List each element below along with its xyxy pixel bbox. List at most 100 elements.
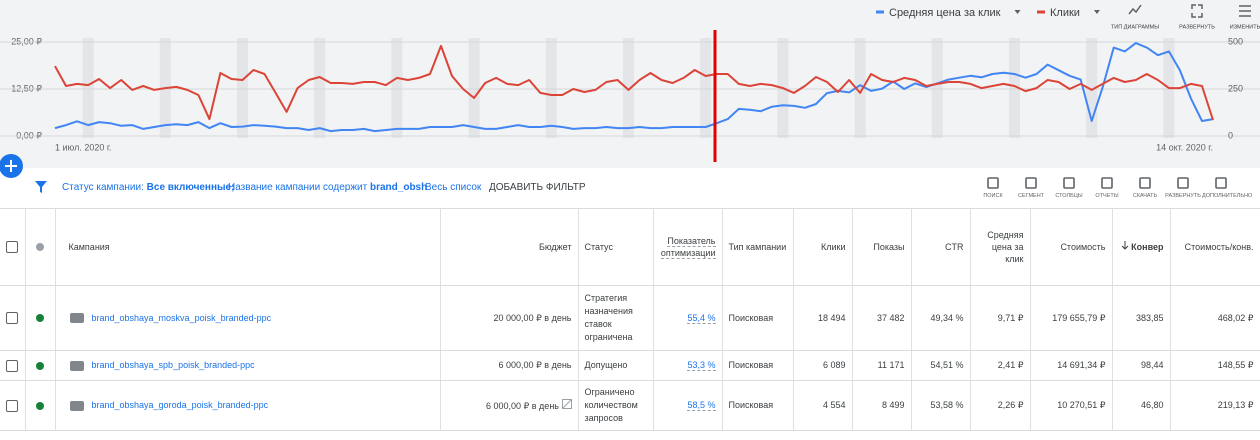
header-label: Клики xyxy=(821,242,846,252)
checkbox[interactable] xyxy=(6,312,19,324)
weekend-stripe xyxy=(931,38,943,138)
campaign-link[interactable]: brand_obshaya_goroda_poisk_branded-ppc xyxy=(91,400,269,410)
status-dot xyxy=(36,401,44,410)
cell-text: Стратегия назначения ставок ограничена xyxy=(584,293,633,342)
add-button[interactable] xyxy=(0,153,26,181)
tool-icon[interactable] xyxy=(1128,4,1142,15)
x-tick-label: 1 июл. 2020 г. xyxy=(55,142,112,152)
weekend-stripe xyxy=(545,38,557,138)
cell-text: 4 554 xyxy=(822,400,846,410)
status-dot xyxy=(36,361,44,370)
table-cell: 49,34 % xyxy=(911,285,971,351)
cell-text: 219,13 ₽ xyxy=(1217,400,1254,410)
header-label: Средняя цена за клик xyxy=(987,230,1024,264)
filter-bar: Статус кампании: Все включенные; Названи… xyxy=(0,168,1260,209)
checkbox[interactable] xyxy=(6,399,19,412)
row-status-cell xyxy=(25,380,56,431)
checkbox[interactable] xyxy=(6,241,19,253)
filter-name[interactable]: Название кампании содержит brand_obsh xyxy=(228,182,427,193)
toolbar-button[interactable]: РАЗВЕРНУТЬ xyxy=(1164,174,1202,199)
table-cell: 54,51 % xyxy=(911,350,971,381)
y-tick-label: 0,00 ₽ xyxy=(16,130,42,140)
table-cell: 6 089 xyxy=(793,350,853,381)
toolbar-button[interactable]: СТОЛБЦЫ xyxy=(1050,174,1088,199)
weekend-stripe xyxy=(700,38,712,138)
legend-dropdown[interactable] xyxy=(1093,10,1100,14)
toolbar-label: ПОИСК xyxy=(983,193,1003,199)
cell-text: 20 000,00 ₽ в день xyxy=(493,312,572,323)
cell-text: 54,51 % xyxy=(930,360,964,370)
cell-text: 9,71 ₽ xyxy=(997,312,1024,323)
header-cell[interactable]: Средняя цена за клик xyxy=(970,209,1031,286)
toolbar-icon xyxy=(1063,177,1075,189)
weekend-stripe xyxy=(391,38,403,138)
cell-text: 49,34 % xyxy=(930,312,964,323)
filter-list[interactable]: Весь список xyxy=(425,182,482,193)
y2-tick-label: 0 xyxy=(1228,130,1233,140)
table-cell: brand_obshaya_moskva_poisk_branded-ppc xyxy=(55,285,441,351)
search-icon xyxy=(69,360,84,371)
y-tick-label: 12,50 ₽ xyxy=(11,83,42,93)
legend-dropdown[interactable] xyxy=(1014,10,1021,14)
weekend-stripe xyxy=(1008,38,1020,138)
toolbar-button[interactable]: ПОИСК xyxy=(974,174,1012,199)
cell-text: 11 171 xyxy=(877,360,905,370)
add-filter-button[interactable]: ДОБАВИТЬ ФИЛЬТР xyxy=(489,182,586,193)
header-label: Бюджет xyxy=(538,242,572,252)
header-cell[interactable]: Тип кампании xyxy=(722,209,794,286)
table-cell: 37 482 xyxy=(852,285,912,351)
header-label: Конвер xyxy=(1131,242,1164,252)
cell-text: 53,58 % xyxy=(930,400,964,410)
header-cell[interactable]: Бюджет xyxy=(440,209,579,286)
toolbar-button[interactable]: СКАЧАТЬ xyxy=(1126,174,1164,199)
checkbox[interactable] xyxy=(6,359,19,372)
legend-label[interactable]: Средняя цена за клик xyxy=(889,7,1001,19)
campaign-link[interactable]: brand_obshaya_moskva_poisk_branded-ppc xyxy=(91,312,272,323)
header-cell[interactable]: Показы xyxy=(852,209,912,286)
header-cell[interactable]: Статус xyxy=(578,209,654,286)
cell-text: Допущено xyxy=(584,360,628,370)
toolbar-icon xyxy=(1177,177,1189,189)
filter-value: brand_obsh xyxy=(370,182,428,193)
optimization-score[interactable]: 58,5 % xyxy=(687,400,716,411)
toolbar-icon xyxy=(1025,177,1037,189)
toolbar-button[interactable]: ОТЧЕТЫ xyxy=(1088,174,1126,199)
row-status-cell xyxy=(25,350,56,381)
toolbar-label: РАЗВЕРНУТЬ xyxy=(1165,193,1201,199)
filter-icon[interactable] xyxy=(35,181,47,193)
status-dot xyxy=(36,314,44,322)
toolbar-button[interactable]: ДОПОЛНИТЕЛЬНО xyxy=(1202,174,1252,199)
header-cell[interactable]: Клики xyxy=(793,209,853,286)
optimization-score[interactable]: 55,4 % xyxy=(687,312,716,324)
tool-label: ТИП ДИАГРАММЫ xyxy=(1111,24,1159,30)
row-checkbox-cell xyxy=(0,350,26,381)
header-cell[interactable]: Показатель оптимизации xyxy=(653,209,723,286)
header-cell[interactable]: Кампания xyxy=(55,209,441,286)
row-checkbox-cell xyxy=(0,380,26,431)
table-cell: 10 270,51 ₽ xyxy=(1030,380,1113,431)
filter-status[interactable]: Статус кампании: Все включенные; xyxy=(62,182,234,193)
header-label: Кампания xyxy=(68,242,110,252)
header-cell[interactable]: CTR xyxy=(911,209,971,286)
header-cell xyxy=(0,209,26,286)
tool-label: РАЗВЕРНУТЬ xyxy=(1179,24,1215,30)
legend-label[interactable]: Клики xyxy=(1050,7,1080,19)
header-label: Показы xyxy=(873,242,905,252)
status-dot xyxy=(36,243,44,251)
toolbar-button[interactable]: СЕГМЕНТ xyxy=(1012,174,1050,199)
table-cell: 148,55 ₽ xyxy=(1170,350,1260,381)
tool-icon[interactable] xyxy=(1191,4,1203,18)
header-cell[interactable]: Конвер xyxy=(1112,209,1171,286)
tool-icon[interactable] xyxy=(1239,5,1251,17)
filter-label: Название кампании содержит xyxy=(228,182,368,193)
optimization-score[interactable]: 53,3 % xyxy=(687,360,716,371)
table-row: brand_obshaya_spb_poisk_branded-ppc 6 000… xyxy=(0,350,1260,381)
table-cell: Поисковая xyxy=(722,285,794,351)
campaign-link[interactable]: brand_obshaya_spb_poisk_branded-ppc xyxy=(91,360,255,370)
campaign-table: Кампания Бюджет Статус Показатель оптимизац… xyxy=(0,209,1260,431)
table-cell: Стратегия назначения ставок ограничена xyxy=(578,285,654,351)
cell-text: 6 089 xyxy=(822,360,846,370)
header-cell[interactable]: Стоимость/конв. xyxy=(1170,209,1260,286)
weekend-stripe xyxy=(468,38,480,138)
header-cell[interactable]: Стоимость xyxy=(1030,209,1113,286)
